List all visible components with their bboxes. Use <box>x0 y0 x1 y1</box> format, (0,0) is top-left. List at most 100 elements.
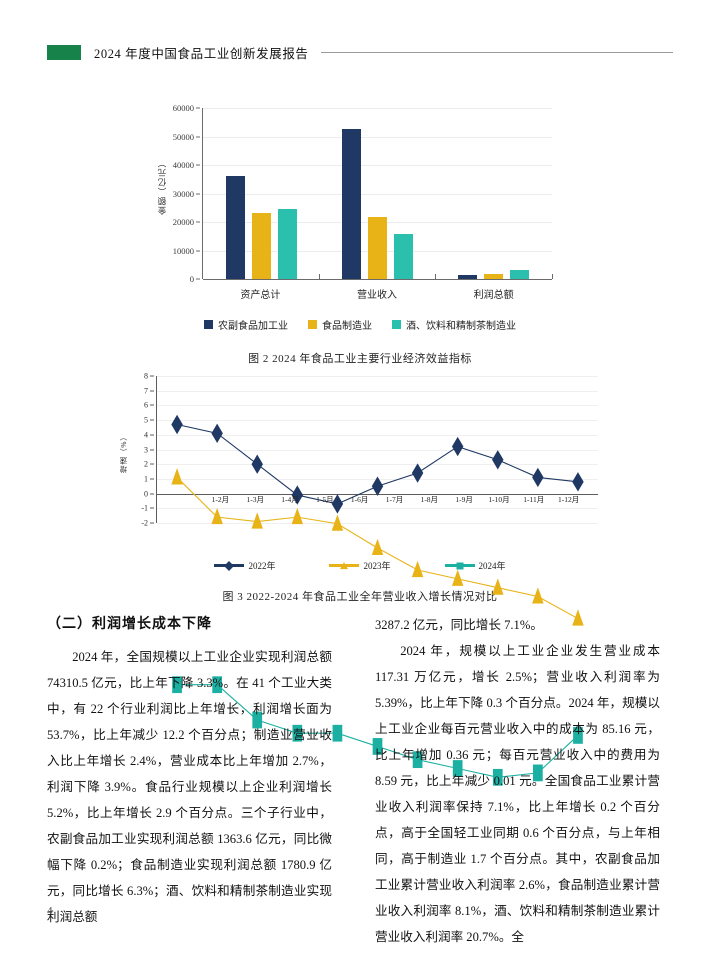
bar-gridline <box>203 279 552 281</box>
bar-gridline <box>203 108 552 109</box>
bar <box>341 128 361 279</box>
bar-y-tick-label: 60000 <box>172 103 194 113</box>
line-x-tick-label: 1-7月 <box>385 494 404 504</box>
line-gridline <box>157 449 598 451</box>
bar-group <box>203 108 319 279</box>
line-gridline <box>157 376 598 377</box>
line-data-point-marker <box>212 676 222 694</box>
bar-gridline <box>203 165 552 166</box>
bar-x-tick-label: 营业收入 <box>357 290 397 301</box>
page-header: 2024 年度中国食品工业创新发展报告 <box>47 40 673 64</box>
line-chart-y-ticks: -2 -1 0 1 2 3 4 5 6 7 8 <box>110 372 154 528</box>
line-legend-label: 2023年 <box>363 561 391 571</box>
line-x-tick-label: 1-5月 <box>316 494 334 504</box>
line-chart-plot-area: 1-2月 1-3月 1-4月 1-5月 1-6月 1-7月 1-8月 1-9月 1-10月 1-1… <box>156 376 598 786</box>
line-data-point-marker <box>451 436 464 457</box>
line-data-point-marker <box>371 476 384 496</box>
body-paragraph-right: 2024 年，规模以上工业企业发生营业成本 117.31 万亿元，增长 2.5%… <box>375 644 660 944</box>
line-y-tickmark <box>150 493 154 495</box>
header-divider-line <box>320 51 673 53</box>
bar-group <box>436 108 552 279</box>
line-gridline <box>157 434 598 436</box>
bar-x-tick-label: 利润总额 <box>473 290 514 301</box>
line-data-point-marker <box>331 494 344 514</box>
figure-2-caption: 图 2 2024 年食品工业主要行业经济效益指标 <box>248 353 472 365</box>
line-y-tick-label: -1 <box>141 503 148 513</box>
legend-swatch-icon <box>392 320 401 329</box>
line-x-tick-label: 1-10月 <box>488 494 510 504</box>
line-data-point-marker <box>451 569 464 586</box>
line-data-point-marker <box>251 454 263 474</box>
bar-chart-x-tickmarks <box>202 274 553 279</box>
bar-legend-item: 食品制造业 <box>308 317 372 332</box>
bar-chart-legend: 农副食品加工业 食品制造业 酒、饮料和精制茶制造业 <box>150 317 570 332</box>
bar <box>277 208 297 279</box>
line-y-tickmark <box>150 419 154 421</box>
bar-chart-plot-area <box>202 108 552 281</box>
line-data-point-marker <box>572 472 584 492</box>
line-data-point-marker <box>532 467 544 488</box>
bar-legend-label: 酒、饮料和精制茶制造业 <box>406 321 516 332</box>
line-data-point-marker <box>492 450 504 470</box>
line-y-tickmark <box>150 478 154 480</box>
figure-3-caption: 图 3 2022-2024 年食品工业全年营业收入增长情况对比 <box>222 591 498 603</box>
bar-y-tick-label: 40000 <box>172 160 194 170</box>
line-y-tickmark <box>150 434 154 436</box>
line-x-tick-label: 1-8月 <box>420 494 439 504</box>
bar <box>225 175 245 279</box>
bar <box>510 269 530 279</box>
line-y-tick-label: 4 <box>144 430 148 440</box>
bar-x-tickmark <box>552 274 553 279</box>
bar-legend-item: 酒、饮料和精制茶制造业 <box>392 317 516 332</box>
line-data-point-marker <box>532 587 544 604</box>
line-y-tick-label: 1 <box>144 474 148 484</box>
legend-line-icon <box>444 564 475 567</box>
bar-legend-label: 食品制造业 <box>322 321 372 332</box>
line-x-tick-label: 1-3月 <box>246 494 264 504</box>
line-y-tick-label: -2 <box>141 518 148 528</box>
line-x-tick-label: 1-12月 <box>557 494 580 504</box>
line-data-point-marker <box>332 724 343 742</box>
body-column-right: 3287.2 亿元，同比增长 7.1%。 2024 年，规模以上工业企业发生营业… <box>375 612 660 950</box>
bar-gridline <box>203 136 552 138</box>
bar-x-tick-label: 资产总计 <box>240 290 281 301</box>
line-gridline <box>157 523 598 524</box>
line-y-tickmark <box>150 390 154 392</box>
bar-group <box>319 108 435 279</box>
line-legend-item: 2024年 <box>444 559 506 572</box>
line-y-tick-label: 0 <box>144 489 148 499</box>
bar-y-tickmark <box>196 107 200 109</box>
legend-line-icon <box>214 564 245 567</box>
bar-y-tickmark <box>196 136 200 137</box>
line-data-point-marker <box>492 768 503 786</box>
line-x-tick-label: 1-6月 <box>350 494 369 504</box>
line-data-point-marker <box>573 727 583 744</box>
bar <box>251 212 271 279</box>
bar-y-tickmark <box>196 250 200 251</box>
line-y-tick-label: 2 <box>144 459 148 469</box>
legend-swatch-icon <box>204 320 213 329</box>
line-data-point-marker <box>171 468 183 485</box>
line-y-tick-label: 7 <box>144 386 148 396</box>
line-legend-item: 2023年 <box>329 559 391 572</box>
line-y-tick-label: 5 <box>144 415 148 425</box>
bar-legend-item: 农副食品加工业 <box>204 317 288 332</box>
section-heading: （二）利润增长成本下降 <box>47 617 212 632</box>
figure-2-bar-chart: 金额（亿元） 0 10000 20000 30000 40000 50000 60000 资… <box>150 100 570 366</box>
line-y-tick-label: 6 <box>144 400 148 410</box>
line-y-tick-label: 8 <box>144 371 148 381</box>
line-chart-legend: 2022年 2023年 2024年 <box>110 559 610 572</box>
bar-gridline <box>203 193 552 195</box>
line-y-tickmark <box>150 375 154 377</box>
body-paragraph-left: 2024 年，全国规模以上工业企业实现利润总额 74310.5 亿元，比上年下降… <box>47 650 332 924</box>
bar <box>367 216 387 279</box>
line-data-point-marker <box>331 514 344 531</box>
line-chart-x-tick-labels: 1-2月 1-3月 1-4月 1-5月 1-6月 1-7月 1-8月 1-9月 1-10月 1-1… <box>203 494 586 506</box>
line-data-point-marker <box>291 485 304 505</box>
line-data-point-marker <box>211 423 223 444</box>
bar <box>484 273 504 279</box>
line-data-point-marker <box>171 414 183 435</box>
legend-line-icon <box>329 564 360 567</box>
bar-chart-x-tick-labels: 资产总计 营业收入 利润总额 <box>202 286 552 301</box>
